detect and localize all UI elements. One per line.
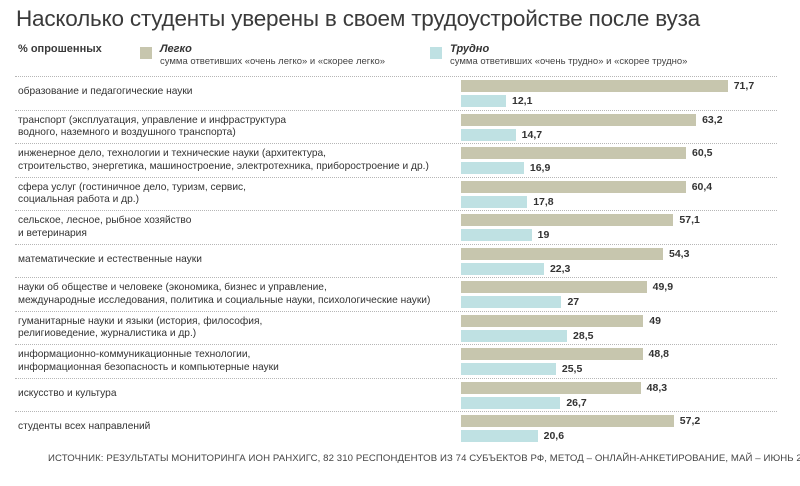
category-label-line: студенты всех направлений [18,421,151,432]
bar-easy [461,348,643,360]
category-label-line: и ветеринария [18,227,87,239]
row-divider [15,143,777,144]
category-label: информационно-коммуникационные технологи… [18,349,458,374]
value-label-hard: 28,5 [573,329,594,342]
y-axis-label: % опрошенных [18,43,102,55]
value-label-easy: 48,8 [648,348,669,360]
bar-easy [461,247,663,260]
category-label-line: водного, наземного и воздушного транспор… [18,127,236,138]
category-label-line: информационная безопасность и компьютерн… [18,361,279,373]
category-label-line: строительство, энергетика, машиностроени… [18,160,429,172]
value-label-hard: 22,3 [549,262,571,275]
value-label-easy: 63,2 [702,113,723,126]
category-label-line: социальная работа и др.) [18,194,139,205]
row-divider [15,277,777,278]
value-label-easy: 49 [649,314,661,327]
bar-hard [461,95,506,107]
value-label-easy: 60,4 [691,180,713,193]
row-divider [15,377,777,379]
category-label: искусство и культура [18,388,458,401]
bar-easy [461,381,641,394]
category-label: науки об обществе и человеке (экономика,… [18,282,458,307]
category-label-line: гуманитарные науки и языки (история, фил… [18,315,263,327]
row-divider [15,109,777,111]
category-label-line: религиоведение, журналистика и др.) [18,328,197,339]
bar-easy [461,314,644,327]
value-label-easy: 57,1 [679,214,700,226]
value-label-easy: 71,7 [733,80,755,92]
row-divider [15,344,777,345]
bar-hard [461,430,538,442]
bar-hard [461,162,524,174]
value-label-easy: 49,9 [652,281,674,293]
row-divider [15,176,777,178]
legend-name-hard: Трудно [450,43,490,55]
row-divider [15,76,777,77]
bar-easy [461,214,674,226]
bar-hard [461,363,556,375]
value-label-hard: 26,7 [566,396,587,409]
bar-easy [461,180,686,193]
category-label: образование и педагогические науки [18,86,458,99]
row-divider [15,243,777,245]
row-divider [15,411,777,412]
category-label-line: транспорт (эксплуатация, управление и ин… [18,114,287,126]
category-label: гуманитарные науки и языки (история, фил… [18,316,458,341]
value-label-easy: 60,5 [692,147,713,159]
category-label-line: математические и естественные науки [18,253,202,265]
category-label-line: науки об обществе и человеке (экономика,… [18,282,327,293]
chart-title: Насколько студенты уверены в своем трудо… [16,6,700,31]
legend-swatch-easy [140,47,152,59]
bar-hard [461,229,532,241]
category-label: инженерное дело, технологии и технически… [18,148,458,173]
legend-desc-easy: сумма ответивших «очень легко» и «скорее… [160,56,386,67]
value-label-hard: 12,1 [512,95,533,107]
value-label-easy: 54,3 [668,247,690,260]
bar-easy [461,80,728,92]
source-note: ИСТОЧНИК: РЕЗУЛЬТАТЫ МОНИТОРИНГА ИОН РАН… [48,453,800,464]
bar-hard [461,329,568,342]
category-label: сельское, лесное, рыбное хозяйство и вете… [18,215,458,240]
value-label-hard: 20,6 [543,430,565,442]
bar-easy [461,415,674,427]
category-label-line: сфера услуг (гостиничное дело, туризм, с… [18,181,246,193]
bar-hard [461,195,528,208]
category-label-line: инженерное дело, технологии и технически… [18,148,326,159]
category-label-line: информационно-коммуникационные технологи… [18,349,251,360]
category-label: сфера услуг (гостиничное дело, туризм, с… [18,182,458,207]
value-label-hard: 14,7 [521,128,543,141]
value-label-easy: 57,2 [679,415,701,427]
category-label-line: искусство и культура [18,387,117,399]
value-label-hard: 27 [567,296,580,308]
category-label: математические и естественные науки [18,254,458,267]
bar-easy [461,113,697,126]
legend-desc-hard: сумма ответивших «очень трудно» и «скоре… [450,56,688,67]
row-divider [15,210,777,211]
value-label-hard: 17,8 [533,195,554,208]
category-label-line: сельское, лесное, рыбное хозяйство [18,215,192,226]
legend-name-easy: Легко [160,43,192,55]
value-label-hard: 16,9 [529,162,551,174]
value-label-easy: 48,3 [646,381,668,394]
value-label-hard: 19 [537,229,550,241]
bar-hard [461,296,562,308]
bar-hard [461,262,544,275]
bar-easy [461,281,647,293]
category-label: студенты всех направлений [18,421,458,434]
category-label-line: образование и педагогические науки [18,86,193,97]
bar-easy [461,147,687,159]
category-label: транспорт (эксплуатация, управление и ин… [18,115,458,140]
bar-hard [461,396,561,409]
legend-swatch-hard [430,47,442,59]
category-label-line: международные исследования, политика и с… [18,294,431,306]
bar-hard [461,128,516,141]
row-divider [15,310,777,312]
value-label-hard: 25,5 [561,363,583,375]
